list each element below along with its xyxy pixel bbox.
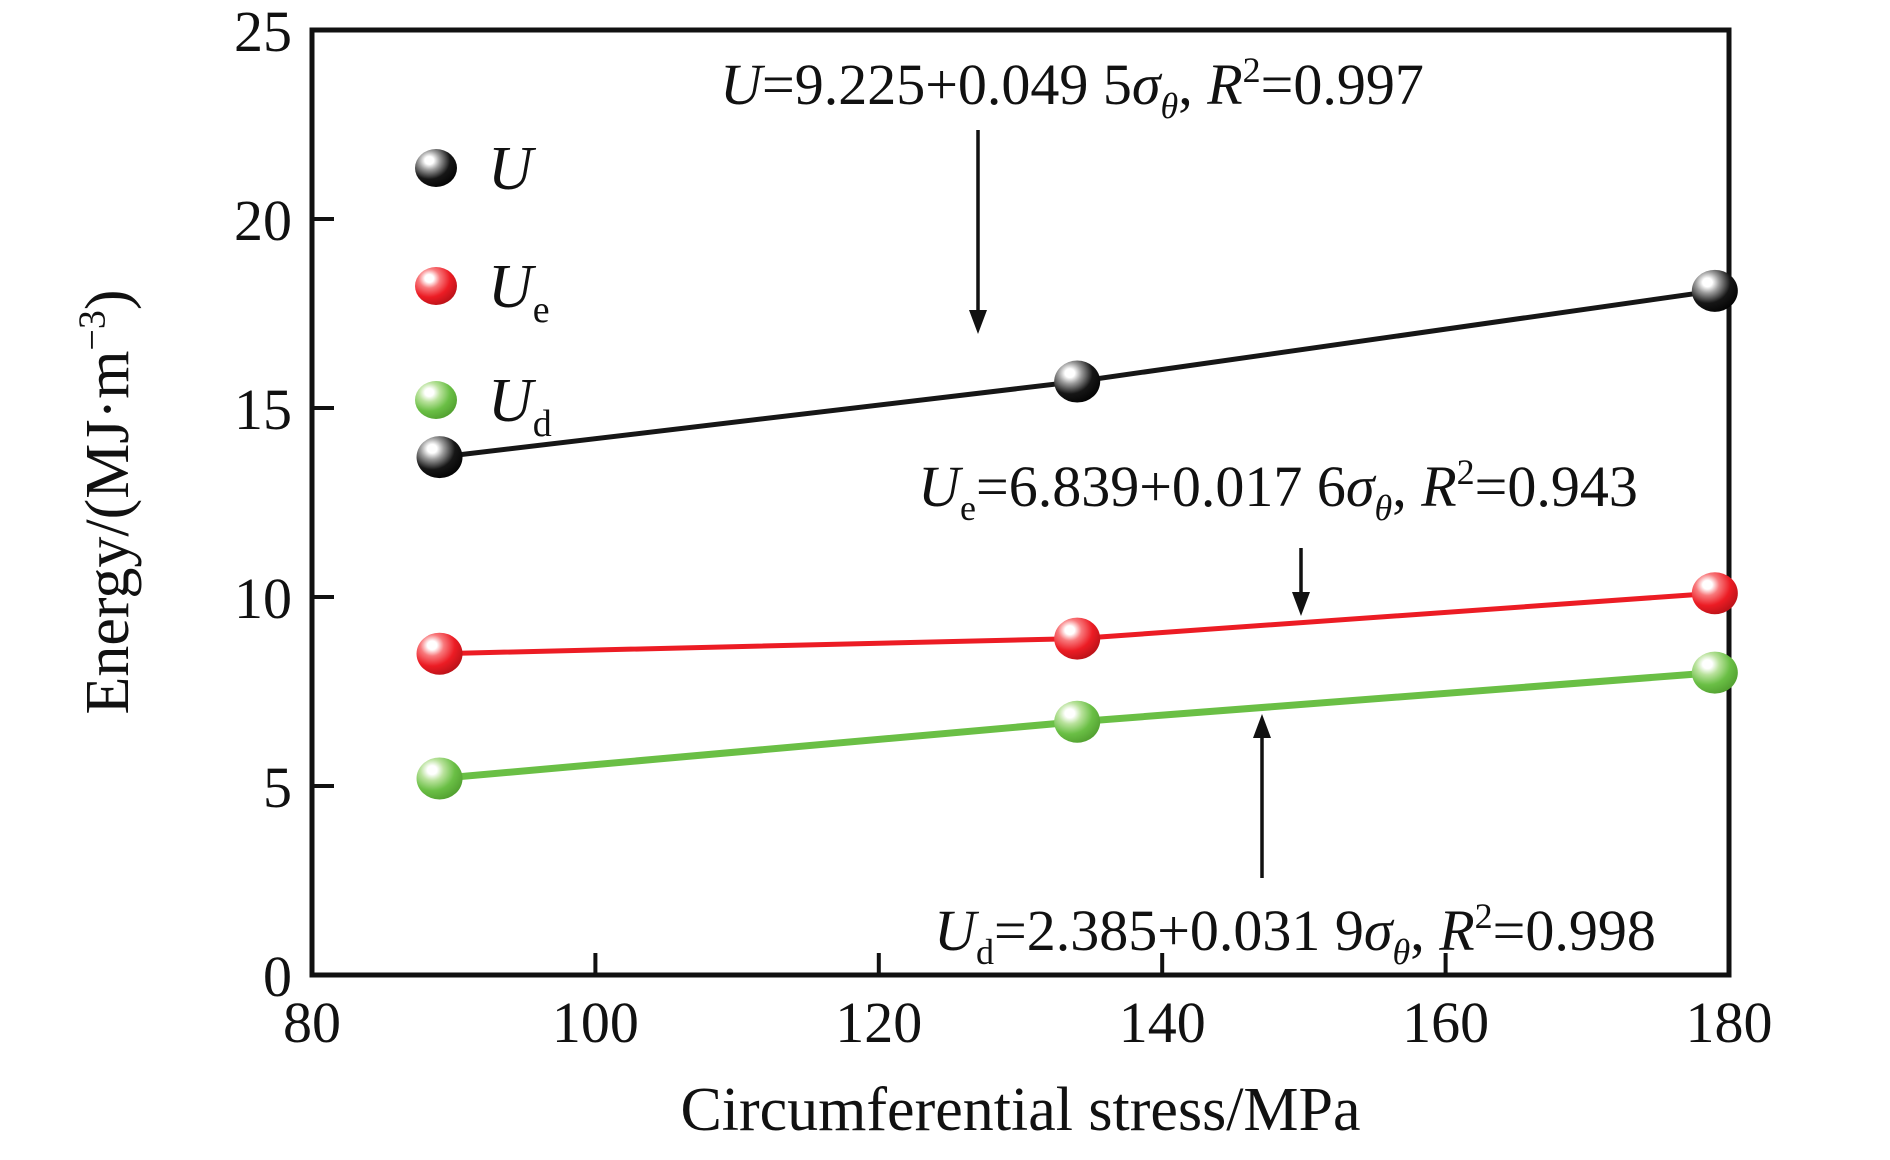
legend-label-Ue: Ue [488, 253, 550, 331]
y-tick-label: 5 [263, 755, 292, 820]
data-point-U [416, 436, 463, 479]
x-tick-label: 80 [283, 990, 341, 1055]
legend: U Ue Ud [415, 135, 552, 445]
annotation-2: Ud=2.385+0.031 9σθ, R2=0.998 [934, 714, 1656, 972]
x-tick-label: 100 [552, 990, 639, 1055]
x-tick-label: 140 [1119, 990, 1206, 1055]
x-axis-label: Circumferential stress/MPa [680, 1076, 1360, 1144]
annotation-arrowhead-icon [1253, 714, 1271, 738]
legend-marker-Ue [415, 267, 457, 305]
data-point-U [1691, 269, 1738, 312]
x-tick-label: 160 [1402, 990, 1489, 1055]
y-axis-label: Energy/(MJ·m−3) [71, 289, 142, 714]
annotation-1: Ue=6.839+0.017 6σθ, R2=0.943 [918, 452, 1638, 616]
annotation-arrowhead-icon [969, 310, 987, 334]
y-tick-label: 0 [263, 944, 292, 1009]
annotation-0: U=9.225+0.049 5σθ, R2=0.997 [720, 50, 1424, 334]
data-point-Ud [1691, 651, 1738, 694]
legend-label-U: U [488, 135, 537, 203]
data-point-Ud [1054, 700, 1101, 743]
data-point-Ue [416, 632, 463, 675]
equation-label-0: U=9.225+0.049 5σθ, R2=0.997 [720, 50, 1424, 126]
x-tick-label: 120 [835, 990, 922, 1055]
legend-item-Ue: Ue [415, 253, 550, 331]
data-point-U [1054, 360, 1101, 403]
equation-label-2: Ud=2.385+0.031 9σθ, R2=0.998 [934, 896, 1656, 972]
x-tick-label: 180 [1686, 990, 1773, 1055]
annotation-arrowhead-icon [1292, 592, 1310, 616]
legend-marker-Ud [415, 381, 457, 419]
legend-item-U: U [415, 135, 537, 203]
legend-label-Ud: Ud [488, 367, 552, 445]
data-point-Ue [1691, 572, 1738, 615]
plot-frame [309, 27, 1732, 978]
data-point-Ud [416, 757, 463, 800]
legend-item-Ud: Ud [415, 367, 552, 445]
data-point-Ue [1054, 617, 1101, 660]
y-tick-label: 25 [234, 0, 292, 64]
equation-label-1: Ue=6.839+0.017 6σθ, R2=0.943 [918, 452, 1638, 528]
y-tick-label: 20 [234, 188, 292, 253]
legend-marker-U [415, 149, 457, 187]
y-tick-label: 15 [234, 377, 292, 442]
y-tick-label: 10 [234, 566, 292, 631]
